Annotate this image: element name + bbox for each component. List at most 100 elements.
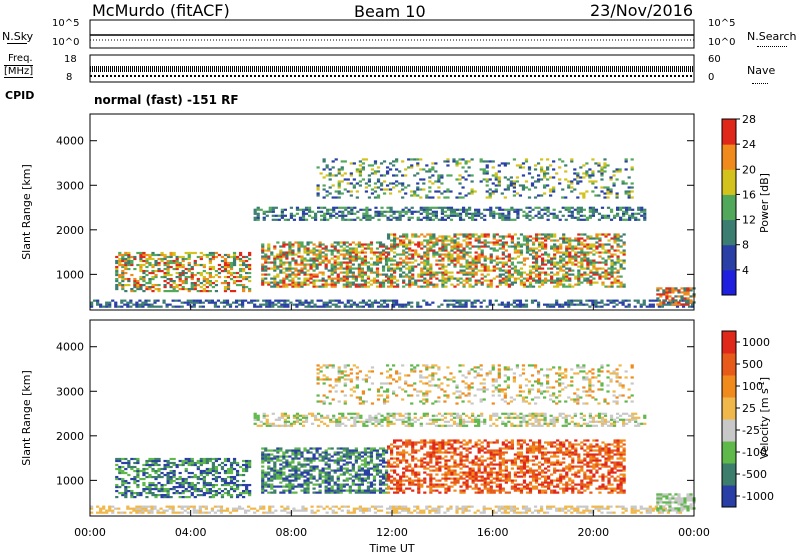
echo-cell — [537, 216, 541, 219]
echo-cell — [423, 235, 427, 238]
echo-cell — [686, 297, 690, 300]
echo-cell — [160, 257, 164, 261]
echo-cell — [556, 285, 560, 288]
echo-cell — [404, 206, 408, 209]
echo-cell — [591, 174, 595, 177]
echo-cell — [601, 257, 605, 260]
echo-cell — [177, 299, 181, 302]
echo-cell — [429, 247, 433, 250]
echo-cell — [315, 451, 319, 454]
echo-cell — [402, 279, 406, 282]
echo-cell — [610, 259, 614, 262]
echo-cell — [561, 509, 565, 512]
echo-cell — [474, 251, 478, 254]
echo-cell — [516, 214, 520, 217]
echo-cell — [425, 208, 429, 211]
echo-cell — [404, 505, 408, 508]
echo-cell — [321, 469, 325, 472]
echo-cell — [190, 463, 194, 467]
echo-cell — [528, 265, 533, 268]
echo-cell — [462, 251, 466, 254]
echo-cell — [654, 505, 658, 508]
echo-cell — [574, 245, 578, 248]
echo-cell — [577, 243, 581, 246]
echo-cell — [228, 303, 233, 306]
echo-cell — [420, 243, 424, 246]
echo-cell — [583, 277, 587, 280]
echo-cell — [90, 301, 94, 304]
echo-cell — [571, 247, 575, 250]
echo-cell — [357, 245, 361, 248]
echo-cell — [662, 291, 666, 294]
echo-cell — [214, 469, 219, 473]
echo-cell — [171, 505, 175, 508]
echo-cell — [315, 285, 319, 288]
echo-cell — [279, 447, 283, 450]
echo-cell — [264, 473, 268, 476]
echo-cell — [363, 285, 368, 288]
echo-cell — [537, 285, 542, 288]
echo-cell — [491, 174, 495, 177]
echo-cell — [441, 245, 445, 248]
echo-cell — [562, 233, 566, 236]
echo-cell — [510, 281, 514, 284]
echo-cell — [350, 212, 354, 215]
echo-cell — [595, 237, 599, 240]
echo-cell — [444, 279, 448, 282]
echo-cell — [619, 263, 623, 266]
echo-cell — [413, 210, 417, 213]
echo-cell — [306, 483, 310, 486]
echo-cell — [480, 241, 484, 244]
echo-cell — [401, 184, 405, 187]
echo-cell — [501, 216, 505, 219]
echo-cell — [365, 212, 369, 215]
echo-cell — [121, 477, 125, 481]
echo-cell — [536, 162, 541, 165]
nsky-label: N.Sky — [2, 30, 34, 43]
echo-cell — [148, 271, 152, 275]
echo-cell — [154, 283, 158, 287]
echo-cell — [636, 509, 640, 512]
echo-cell — [193, 463, 197, 467]
echo-cell — [379, 184, 384, 187]
echo-cell — [242, 459, 246, 463]
echo-cell — [237, 505, 242, 508]
echo-cell — [238, 253, 243, 257]
echo-cell — [619, 239, 623, 242]
echo-cell — [474, 255, 478, 258]
echo-cell — [624, 192, 628, 195]
echo-cell — [468, 283, 472, 286]
echo-cell — [422, 188, 426, 191]
echo-cell — [512, 186, 516, 189]
echo-cell — [408, 279, 412, 282]
echo-cell — [621, 180, 625, 183]
echo-cell — [166, 265, 170, 269]
echo-cell — [226, 265, 231, 269]
echo-cell — [579, 301, 583, 304]
echo-cell — [600, 190, 604, 193]
echo-cell — [683, 293, 687, 296]
echo-cell — [627, 196, 631, 199]
echo-cell — [124, 283, 128, 287]
echo-cell — [373, 182, 378, 185]
echo-cell — [544, 281, 548, 284]
echo-cell — [479, 180, 483, 183]
echo-cell — [282, 451, 286, 454]
echo-cell — [464, 301, 468, 304]
echo-cell — [531, 251, 536, 254]
echo-cell — [190, 271, 194, 275]
echo-cell — [384, 279, 389, 282]
echo-cell — [184, 275, 188, 279]
echo-cell — [562, 253, 566, 256]
echo-cell — [381, 249, 386, 252]
echo-cell — [619, 235, 623, 238]
echo-cell — [470, 158, 474, 161]
echo-cell — [396, 245, 400, 248]
echo-cell — [325, 305, 329, 308]
echo-cell — [229, 263, 234, 267]
echo-cell — [428, 218, 432, 221]
echo-cell — [90, 505, 94, 508]
date-title: 23/Nov/2016 — [590, 1, 694, 20]
echo-cell — [603, 196, 607, 199]
echo-cell — [477, 241, 481, 244]
